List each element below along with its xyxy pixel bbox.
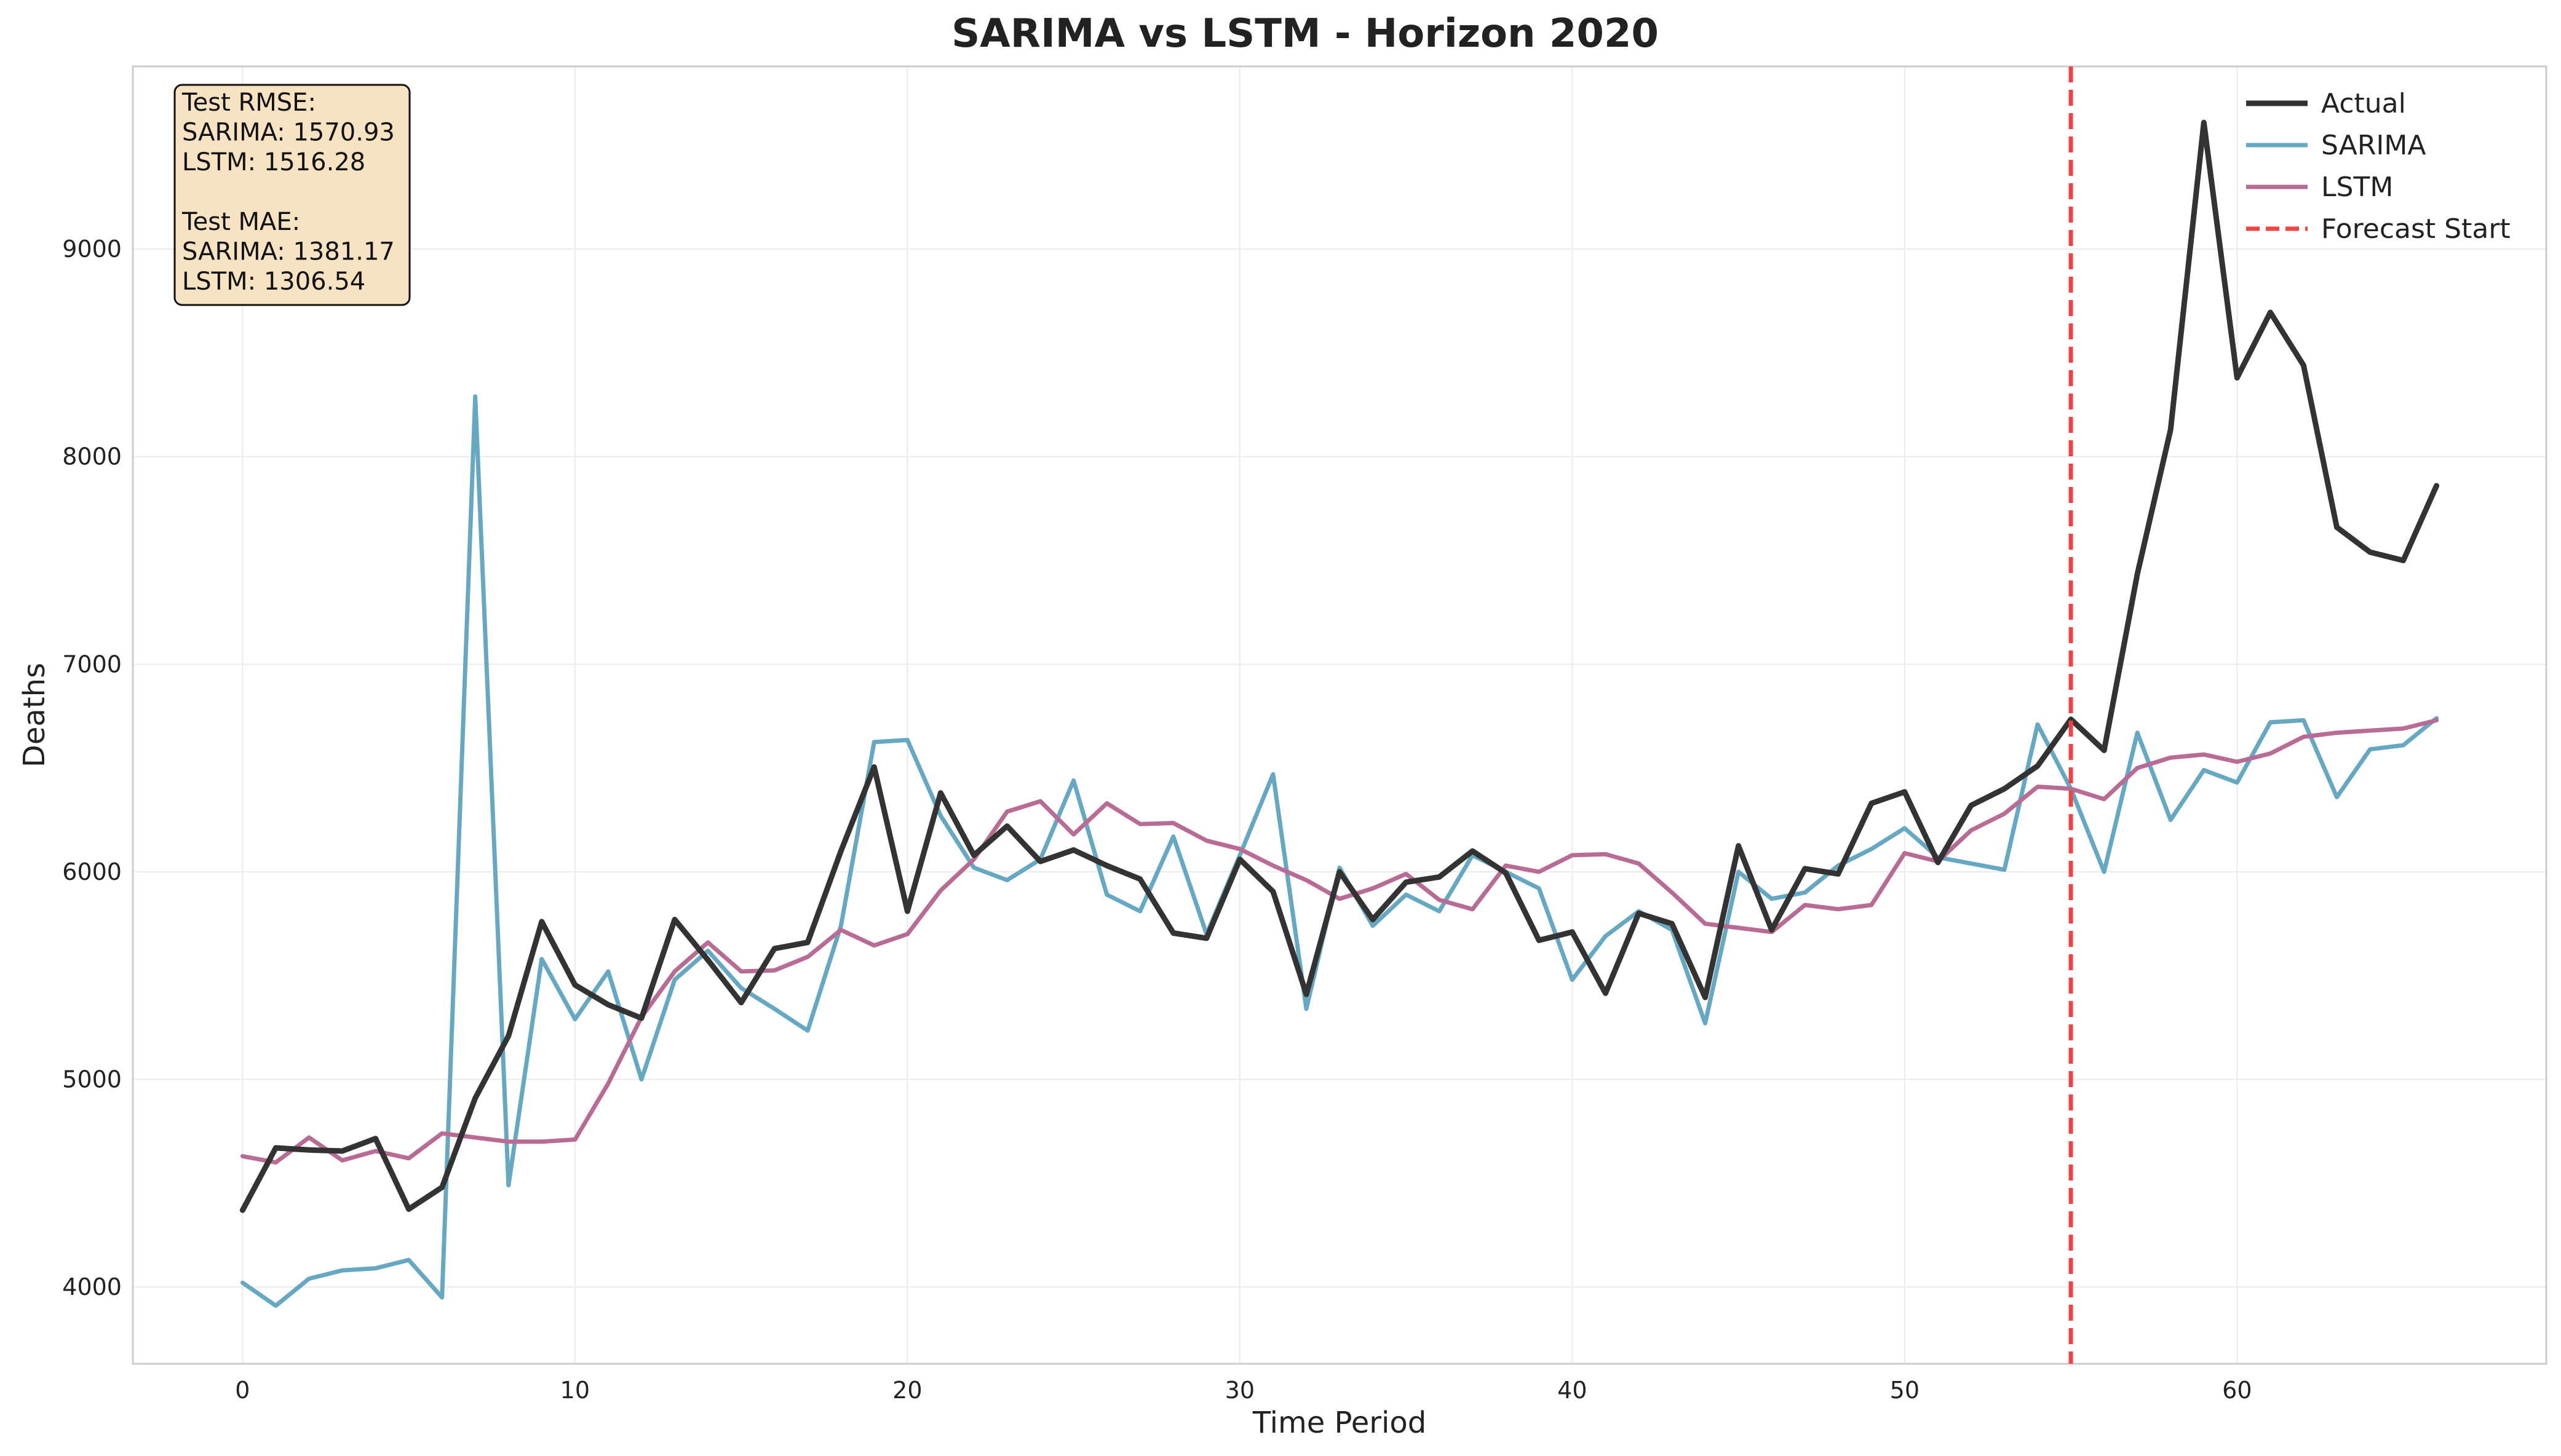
chart-title: SARIMA vs LSTM - Horizon 2020 bbox=[951, 11, 1659, 57]
series-line-lstm bbox=[240, 718, 2439, 1165]
x-tick-label: 20 bbox=[892, 1377, 922, 1404]
legend: Actual SARIMA LSTM Forecast Start bbox=[2246, 88, 2511, 245]
x-tick-label: 40 bbox=[1557, 1377, 1587, 1404]
legend-label: LSTM bbox=[2321, 172, 2393, 203]
x-tick-label: 60 bbox=[2222, 1377, 2252, 1404]
metrics-line: LSTM: 1516.28 bbox=[182, 148, 365, 176]
metrics-line: SARIMA: 1381.17 bbox=[182, 238, 395, 266]
y-tick-label: 9000 bbox=[62, 235, 122, 263]
y-axis-label: Deaths bbox=[17, 663, 52, 767]
y-tick-label: 6000 bbox=[62, 858, 122, 885]
x-axis-label: Time Period bbox=[1252, 1406, 1426, 1440]
metrics-line: Test RMSE: bbox=[181, 89, 316, 117]
x-tick-label: 0 bbox=[235, 1377, 250, 1404]
metrics-box-background bbox=[173, 84, 411, 306]
x-tick-label: 30 bbox=[1225, 1377, 1255, 1404]
metrics-line: LSTM: 1306.54 bbox=[182, 267, 365, 296]
legend-label: Actual bbox=[2321, 88, 2406, 119]
series-line-actual bbox=[239, 119, 2440, 1213]
y-tick-label: 8000 bbox=[62, 443, 122, 470]
plot-frame bbox=[132, 65, 2547, 1365]
metrics-line: SARIMA: 1570.93 bbox=[182, 119, 395, 147]
metrics-line: Test MAE: bbox=[181, 208, 300, 236]
x-tick-label: 50 bbox=[1890, 1377, 1920, 1404]
legend-label: Forecast Start bbox=[2321, 213, 2511, 245]
series-lines bbox=[239, 119, 2440, 1308]
y-tick-label: 5000 bbox=[62, 1066, 122, 1093]
legend-label: SARIMA bbox=[2321, 130, 2426, 161]
axis-ticks: 0 10 20 30 40 50 60 4000 5000 6000 7000 8000 9000 bbox=[62, 235, 2252, 1404]
y-tick-label: 7000 bbox=[62, 651, 122, 678]
y-tick-label: 4000 bbox=[62, 1273, 122, 1300]
x-tick-label: 10 bbox=[560, 1377, 590, 1404]
